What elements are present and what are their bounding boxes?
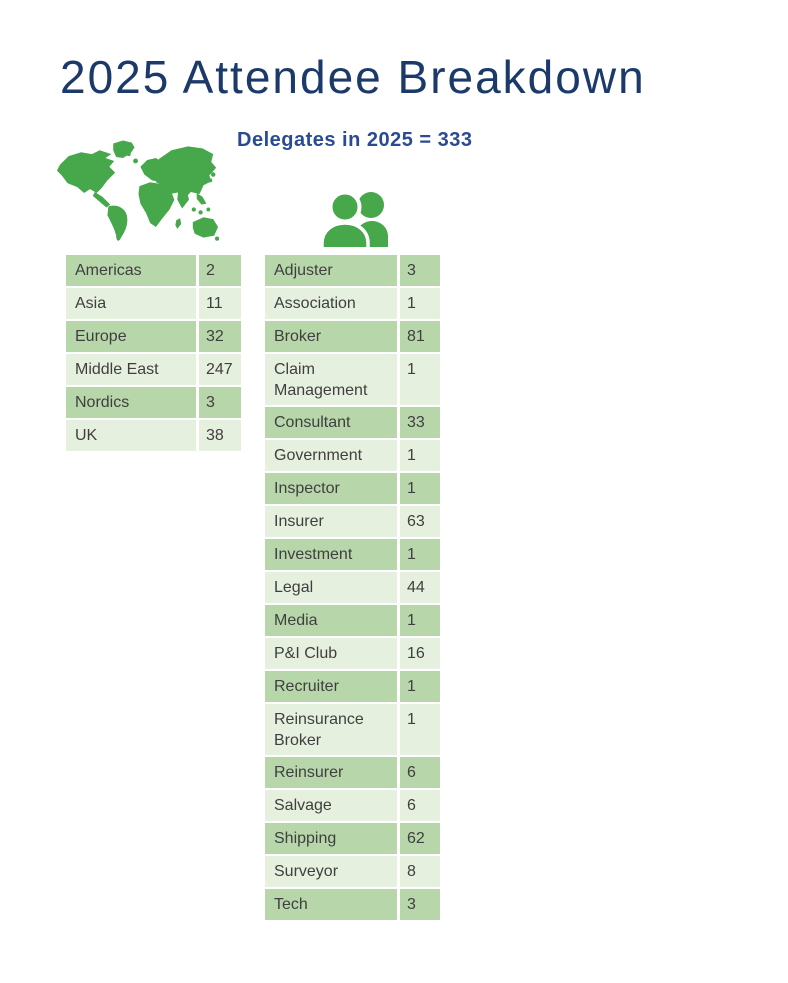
category-table-row: P&I Club 16 — [265, 638, 440, 669]
region-name: Americas — [66, 255, 196, 286]
category-count: 6 — [400, 757, 440, 788]
region-table-row: Nordics 3 — [66, 387, 241, 418]
category-count: 81 — [400, 321, 440, 352]
category-table-row: Association 1 — [265, 288, 440, 319]
category-name: Government — [265, 440, 397, 471]
category-count: 16 — [400, 638, 440, 669]
region-name: Nordics — [66, 387, 196, 418]
category-table-row: Legal 44 — [265, 572, 440, 603]
category-name: Media — [265, 605, 397, 636]
region-count: 32 — [199, 321, 241, 352]
category-name: Investment — [265, 539, 397, 570]
category-name: Adjuster — [265, 255, 397, 286]
category-count: 44 — [400, 572, 440, 603]
category-name: Claim Management — [265, 354, 397, 405]
region-table-row: Middle East 247 — [66, 354, 241, 385]
category-table-row: Consultant 33 — [265, 407, 440, 438]
category-count: 6 — [400, 790, 440, 821]
category-count: 1 — [400, 288, 440, 319]
region-count: 11 — [199, 288, 241, 319]
region-table-row: UK 38 — [66, 420, 241, 451]
category-name: Salvage — [265, 790, 397, 821]
category-count: 3 — [400, 889, 440, 920]
category-count: 1 — [400, 440, 440, 471]
category-table-row: Broker 81 — [265, 321, 440, 352]
category-name: Reinsurance Broker — [265, 704, 397, 755]
category-count: 1 — [400, 671, 440, 702]
category-count: 1 — [400, 473, 440, 504]
region-table: Americas 2 Asia 11 Europe 32 Middle East… — [66, 255, 241, 453]
world-map-icon — [56, 140, 220, 241]
region-count: 247 — [199, 354, 241, 385]
region-name: Europe — [66, 321, 196, 352]
category-table-row: Media 1 — [265, 605, 440, 636]
category-table-row: Shipping 62 — [265, 823, 440, 854]
category-table: Adjuster 3 Association 1 Broker 81 Claim… — [265, 255, 440, 922]
region-count: 3 — [199, 387, 241, 418]
category-count: 33 — [400, 407, 440, 438]
category-table-row: Insurer 63 — [265, 506, 440, 537]
category-count: 8 — [400, 856, 440, 887]
category-table-row: Government 1 — [265, 440, 440, 471]
category-count: 1 — [400, 539, 440, 570]
category-count: 62 — [400, 823, 440, 854]
category-table-row: Adjuster 3 — [265, 255, 440, 286]
category-table-row: Reinsurer 6 — [265, 757, 440, 788]
category-table-row: Claim Management 1 — [265, 354, 440, 405]
category-table-row: Investment 1 — [265, 539, 440, 570]
region-table-row: Europe 32 — [66, 321, 241, 352]
category-table-row: Inspector 1 — [265, 473, 440, 504]
category-table-row: Tech 3 — [265, 889, 440, 920]
delegates-people-icon — [320, 190, 388, 247]
category-name: Shipping — [265, 823, 397, 854]
category-name: Association — [265, 288, 397, 319]
region-name: Middle East — [66, 354, 196, 385]
category-count: 1 — [400, 354, 440, 405]
category-name: P&I Club — [265, 638, 397, 669]
region-table-row: Asia 11 — [66, 288, 241, 319]
region-count: 38 — [199, 420, 241, 451]
category-count: 63 — [400, 506, 440, 537]
category-name: Inspector — [265, 473, 397, 504]
category-count: 1 — [400, 704, 440, 755]
region-count: 2 — [199, 255, 241, 286]
region-name: UK — [66, 420, 196, 451]
page-title: 2025 Attendee Breakdown — [60, 51, 646, 103]
category-table-row: Surveyor 8 — [265, 856, 440, 887]
category-count: 3 — [400, 255, 440, 286]
category-name: Insurer — [265, 506, 397, 537]
category-name: Consultant — [265, 407, 397, 438]
category-name: Reinsurer — [265, 757, 397, 788]
category-table-row: Reinsurance Broker 1 — [265, 704, 440, 755]
category-name: Surveyor — [265, 856, 397, 887]
category-table-row: Recruiter 1 — [265, 671, 440, 702]
category-count: 1 — [400, 605, 440, 636]
region-table-row: Americas 2 — [66, 255, 241, 286]
delegates-total-label: Delegates in 2025 = 333 — [237, 129, 473, 151]
category-table-row: Salvage 6 — [265, 790, 440, 821]
category-name: Legal — [265, 572, 397, 603]
category-name: Tech — [265, 889, 397, 920]
region-name: Asia — [66, 288, 196, 319]
category-name: Recruiter — [265, 671, 397, 702]
category-name: Broker — [265, 321, 397, 352]
